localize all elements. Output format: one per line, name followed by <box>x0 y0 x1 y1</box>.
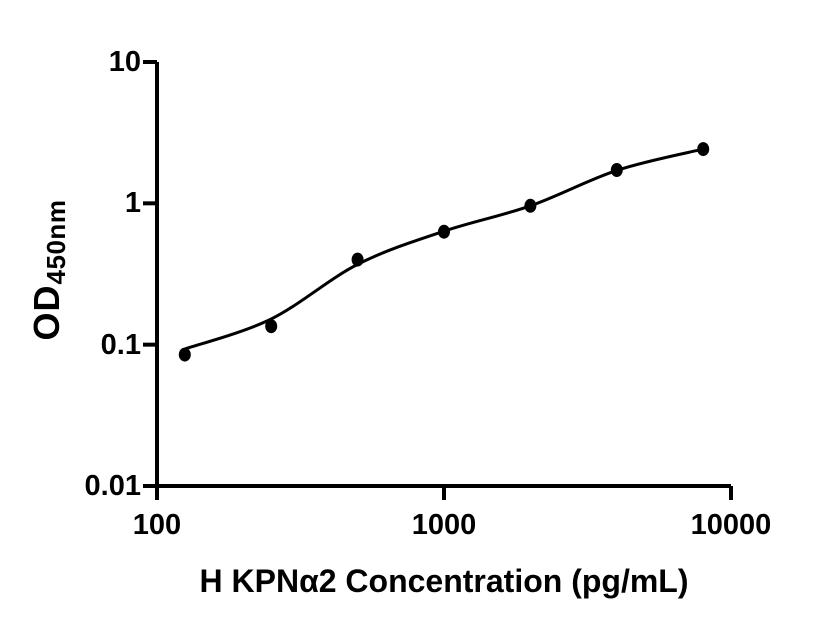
fit-curve-line <box>183 147 705 351</box>
y-axis-title-main: OD <box>26 284 67 341</box>
y-tick-label: 1 <box>124 187 141 219</box>
y-tick-label: 10 <box>108 46 141 78</box>
x-tick-label: 100 <box>132 509 182 541</box>
y-tick-label: 0.01 <box>84 470 141 502</box>
x-tick-label: 1000 <box>411 509 477 541</box>
data-point <box>265 319 278 334</box>
y-tick-label: 0.1 <box>100 329 141 361</box>
data-point <box>438 224 450 239</box>
y-axis-title: OD450nm <box>26 200 71 341</box>
x-tick-label: 10000 <box>690 509 772 541</box>
y-axis-title-subscript: 450nm <box>41 199 71 285</box>
data-point <box>524 198 537 213</box>
data-point <box>697 142 710 157</box>
data-point <box>178 347 191 362</box>
x-axis-title: H KPNα2 Concentration (pg/mL) <box>199 563 689 599</box>
data-point <box>610 163 623 177</box>
data-point <box>351 252 364 267</box>
